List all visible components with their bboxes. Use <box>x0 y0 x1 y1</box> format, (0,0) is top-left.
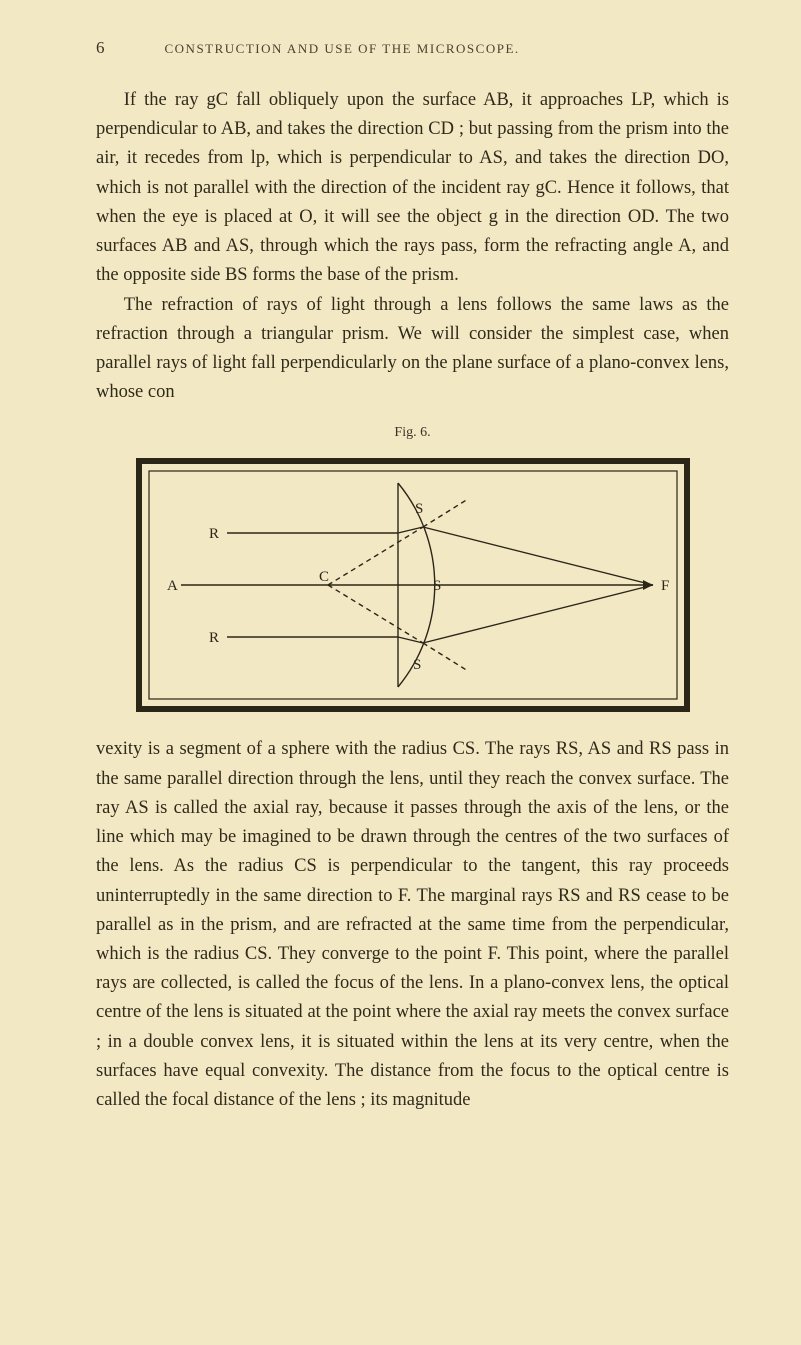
label-a: A <box>167 578 178 594</box>
radius-dashed-bottom <box>328 585 423 643</box>
radius-ext-bottom <box>423 643 468 671</box>
label-f: F <box>661 578 669 594</box>
radius-ext-top <box>423 499 468 527</box>
body-text-block-2: vexity is a segment of a sphere with the… <box>96 735 729 1115</box>
figure-label: Fig. 6. <box>96 425 729 441</box>
label-r-bottom: R <box>209 630 219 646</box>
label-s-bottom: S <box>413 657 421 673</box>
figure-svg: R R A C S S S F <box>133 455 693 715</box>
seg-top-in-lens <box>398 527 423 533</box>
label-s-top: S <box>415 501 423 517</box>
label-r-top: R <box>209 526 219 542</box>
paragraph-3: vexity is a segment of a sphere with the… <box>96 735 729 1115</box>
figure-6: R R A C S S S F <box>133 455 693 715</box>
seg-bot-in-lens <box>398 637 423 643</box>
paragraph-1: If the ray gC fall obliquely upon the su… <box>96 86 729 291</box>
radius-dashed-top <box>328 527 423 585</box>
body-text-block-1: If the ray gC fall obliquely upon the su… <box>96 86 729 407</box>
running-title: CONSTRUCTION AND USE OF THE MICROSCOPE. <box>165 41 520 57</box>
label-c: C <box>319 569 329 585</box>
refracted-ray-top <box>423 527 653 585</box>
page-header: 6 CONSTRUCTION AND USE OF THE MICROSCOPE… <box>96 38 729 58</box>
page-number: 6 <box>96 38 105 58</box>
label-s-mid: S <box>433 578 441 594</box>
refracted-ray-bottom <box>423 585 653 643</box>
paragraph-2: The refraction of rays of light through … <box>96 291 729 408</box>
